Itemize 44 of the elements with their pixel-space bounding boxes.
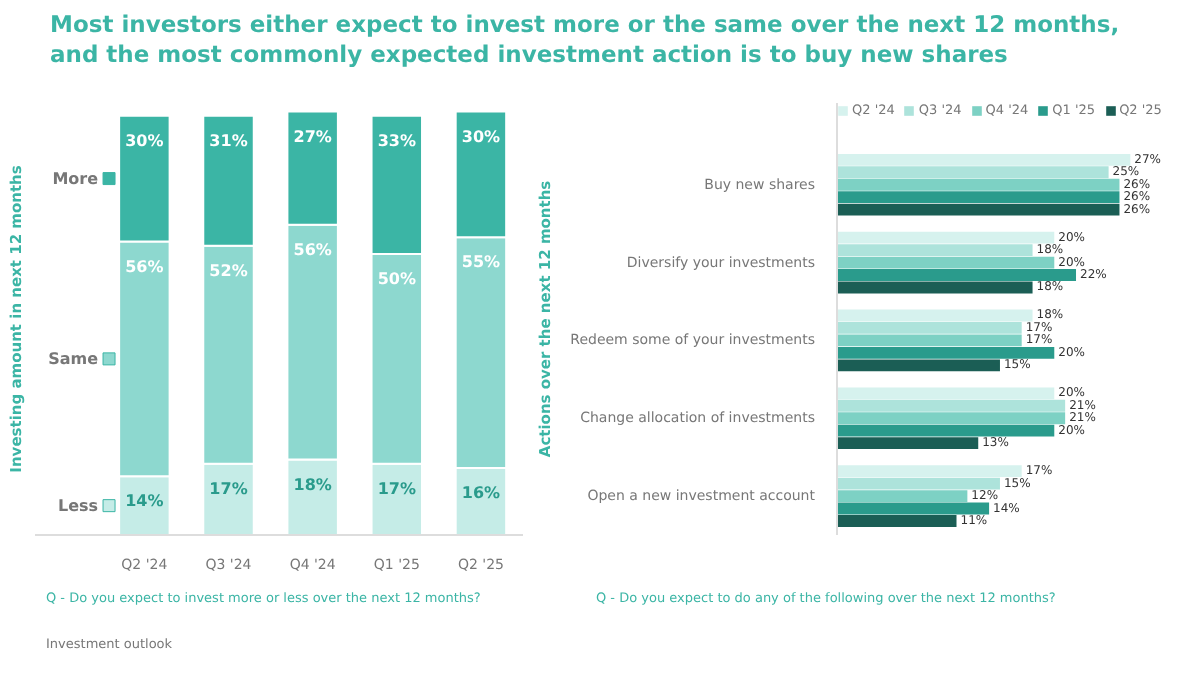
bar: [837, 166, 1109, 179]
data-label: 56%: [293, 240, 332, 259]
bar: [837, 191, 1120, 204]
data-label: 31%: [209, 131, 248, 150]
bar: [837, 244, 1033, 257]
data-label: 17%: [209, 479, 248, 498]
bar: [837, 281, 1033, 294]
data-label: 50%: [377, 270, 416, 289]
bar: [837, 424, 1055, 437]
legend-label: More: [52, 169, 100, 188]
data-label: 55%: [461, 253, 501, 272]
text: Most investors either expect to invest more or the same over the next 12 months, and the most commonly expected investment action is to buy new shares: [50, 10, 1122, 70]
bar: [837, 399, 1066, 412]
bar: [837, 412, 1066, 425]
data-label: 56%: [125, 257, 164, 276]
data-label: 17%: [377, 479, 416, 498]
bar: [837, 334, 1022, 347]
data-label: 14%: [125, 492, 164, 511]
bar: [837, 387, 1055, 400]
data-label: 30%: [461, 127, 501, 146]
bar: [837, 477, 1000, 490]
legend-label: Less: [58, 496, 99, 515]
data-label: 16%: [461, 484, 501, 503]
data-label: 30%: [125, 131, 164, 150]
bar: [837, 359, 1000, 372]
bar: [837, 309, 1033, 322]
data-label: 52%: [209, 261, 248, 280]
data-label: 33%: [377, 131, 416, 150]
bar: [837, 178, 1120, 191]
bar: [837, 322, 1022, 334]
bar: [837, 465, 1022, 478]
bar: [837, 231, 1055, 244]
bar: [837, 256, 1055, 269]
bar: [837, 515, 957, 527]
bar: [837, 437, 979, 450]
legend-label: Same: [48, 349, 100, 368]
bar: [837, 490, 968, 502]
data-label: 27%: [293, 127, 332, 146]
data-label: 18%: [293, 475, 332, 494]
bar: [837, 153, 1131, 166]
bar: [837, 346, 1055, 359]
bar: [837, 269, 1077, 281]
bar: [837, 203, 1120, 216]
bar: [837, 502, 990, 515]
